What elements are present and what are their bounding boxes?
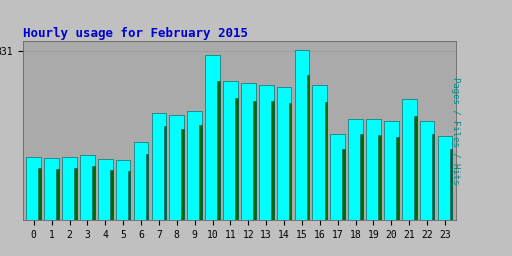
Bar: [199, 125, 202, 220]
Bar: [187, 111, 202, 220]
Bar: [62, 157, 77, 220]
Bar: [330, 134, 345, 220]
Bar: [235, 98, 238, 220]
Bar: [378, 135, 381, 220]
Bar: [146, 154, 148, 220]
Bar: [116, 160, 131, 220]
Bar: [98, 159, 113, 220]
Bar: [312, 85, 327, 220]
Bar: [181, 129, 184, 220]
Bar: [396, 137, 399, 220]
Bar: [420, 121, 434, 220]
Bar: [289, 103, 291, 220]
Bar: [343, 149, 345, 220]
Bar: [38, 168, 41, 220]
Bar: [110, 170, 113, 220]
Bar: [217, 81, 220, 220]
Bar: [438, 136, 452, 220]
Bar: [253, 101, 255, 220]
Bar: [134, 142, 148, 220]
Bar: [74, 168, 77, 220]
Bar: [80, 155, 95, 220]
Bar: [169, 115, 184, 220]
Bar: [241, 83, 255, 220]
Bar: [276, 87, 291, 220]
Bar: [402, 99, 417, 220]
Bar: [45, 158, 59, 220]
Bar: [325, 102, 327, 220]
Bar: [223, 81, 238, 220]
Bar: [128, 171, 131, 220]
Bar: [56, 169, 59, 220]
Bar: [366, 119, 381, 220]
Bar: [307, 74, 309, 220]
Bar: [205, 55, 220, 220]
Bar: [27, 157, 41, 220]
Bar: [450, 149, 452, 220]
Bar: [294, 50, 309, 220]
Bar: [164, 126, 166, 220]
Bar: [271, 101, 273, 220]
Bar: [414, 116, 417, 220]
Bar: [92, 166, 95, 220]
Bar: [152, 113, 166, 220]
Bar: [259, 85, 273, 220]
Bar: [432, 134, 434, 220]
Y-axis label: Pages / Files / Hits: Pages / Files / Hits: [451, 77, 460, 184]
Bar: [348, 119, 363, 220]
Text: Hourly usage for February 2015: Hourly usage for February 2015: [23, 27, 248, 40]
Bar: [360, 134, 363, 220]
Bar: [384, 121, 399, 220]
